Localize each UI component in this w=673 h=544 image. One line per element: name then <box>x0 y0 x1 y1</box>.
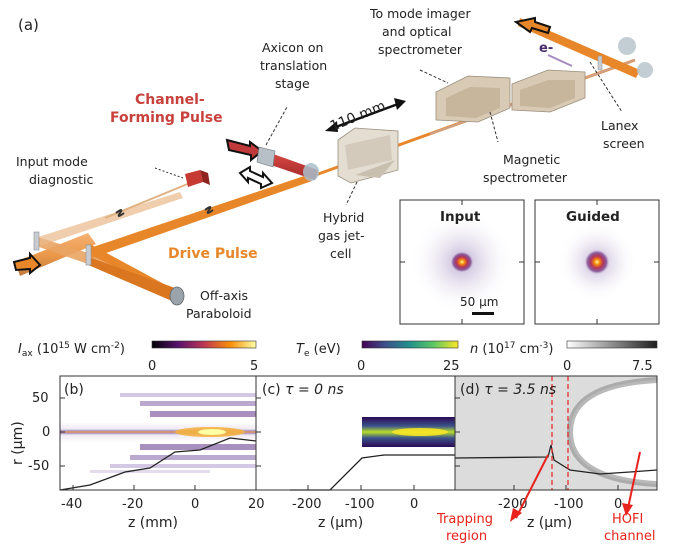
annotations: Trapping region HOFI channel <box>436 451 655 544</box>
drive-pulse-label: Drive Pulse <box>168 246 258 262</box>
colorbar-density-min: 0 <box>563 359 571 374</box>
hofi-channel-label: HOFI channel <box>604 512 655 544</box>
panel-b-ytick: -50 <box>28 459 49 474</box>
magnetic-spectrometer-label: Magnetic spectrometer <box>483 152 568 185</box>
colorbar-intensity: Iax (1015 W cm-2) 0 5 <box>18 340 258 374</box>
scale-bar-label: 50 µm <box>460 295 498 309</box>
electron-label: e- <box>539 41 553 56</box>
panel-c-xlabel: z (µm) <box>318 515 363 531</box>
panel-c: (c) τ = 0 ns -200 -100 0 z (µm) <box>255 375 456 531</box>
panel-d: (d) τ = 3.5 ns -200 -100 0 z (µm) <box>454 375 658 531</box>
hybrid-label: Hybrid gas jet- cell <box>318 210 369 261</box>
panel-c-xtick: 0 <box>410 497 418 512</box>
panel-a: (a) <box>12 6 660 325</box>
magnetic-spectrometer <box>419 54 623 143</box>
panel-b-xtick: -20 <box>122 497 143 512</box>
panel-a-label: (a) <box>18 16 39 34</box>
to-mode-imager-label: To mode imager and optical spectrometer <box>369 6 475 57</box>
colorbar-intensity-max: 5 <box>250 359 258 374</box>
panel-b-profile-line <box>59 437 257 491</box>
panel-b-ytick: 50 <box>32 391 49 406</box>
panel-b-ytick: 0 <box>42 425 50 440</box>
colorbar-temperature: Te (eV) 0 25 <box>296 340 460 374</box>
panel-b-filaments <box>90 393 256 473</box>
colorbar-density-label: n (1017 cm-3) <box>470 341 553 357</box>
panel-c-xtick: -200 <box>292 497 322 512</box>
paraboloid-label: Off-axis Paraboloid <box>186 288 252 321</box>
panel-b-xtick: 20 <box>248 497 265 512</box>
input-mode-label: Input mode diagnostic <box>16 154 93 187</box>
panel-b-xtick: -40 <box>61 497 82 512</box>
colorbar-temperature-min: 0 <box>357 359 365 374</box>
panel-d-label: (d) τ = 3.5 ns <box>460 382 556 398</box>
panel-d-xtick: -100 <box>554 497 584 512</box>
panel-b-xlabel: z (mm) <box>128 515 178 531</box>
gas-jet-cell <box>325 98 406 184</box>
inset-input: Input 50 µm <box>399 199 525 325</box>
panel-b-label: (b) <box>64 382 84 398</box>
panel-d-xtick: 0 <box>614 497 622 512</box>
channel-forming-beam <box>225 106 319 190</box>
panel-b-xtick: 0 <box>191 497 199 512</box>
panel-a-labels: To mode imager and optical spectrometer … <box>16 6 645 321</box>
axicon-label: Axicon on translation stage <box>260 40 331 91</box>
scale-bar <box>472 312 494 315</box>
inset-guided-title: Guided <box>566 209 620 225</box>
inset-guided: Guided <box>534 199 660 325</box>
camera-icon <box>154 167 210 187</box>
colorbar-temperature-max: 25 <box>443 359 460 374</box>
colorbar-intensity-label: Iax (1015 W cm-2) <box>18 341 125 359</box>
colorbar-intensity-min: 0 <box>148 359 156 374</box>
panel-c-label: (c) τ = 0 ns <box>262 382 344 398</box>
panel-b-ylabel: r (µm) <box>10 421 26 465</box>
colorbar-density-max: 7.5 <box>632 359 653 374</box>
colorbar-temperature-label: Te (eV) <box>296 342 341 359</box>
panel-d-profile-line <box>454 444 658 475</box>
colorbar-density: n (1017 cm-3) 0 7.5 <box>470 340 658 374</box>
panel-d-xlabel: z (µm) <box>527 515 572 531</box>
drive-beam <box>12 16 653 306</box>
lanex-label: Lanex screen <box>601 118 645 151</box>
channel-forming-label: Channel- Forming Pulse <box>110 92 223 126</box>
panel-c-xtick: -100 <box>345 497 375 512</box>
panel-b: (b) 50 0 -50 r (µm) -40 -20 0 20 z (mm) <box>10 375 265 531</box>
trapping-region-label: Trapping region <box>436 512 497 544</box>
inset-input-title: Input <box>440 209 481 225</box>
